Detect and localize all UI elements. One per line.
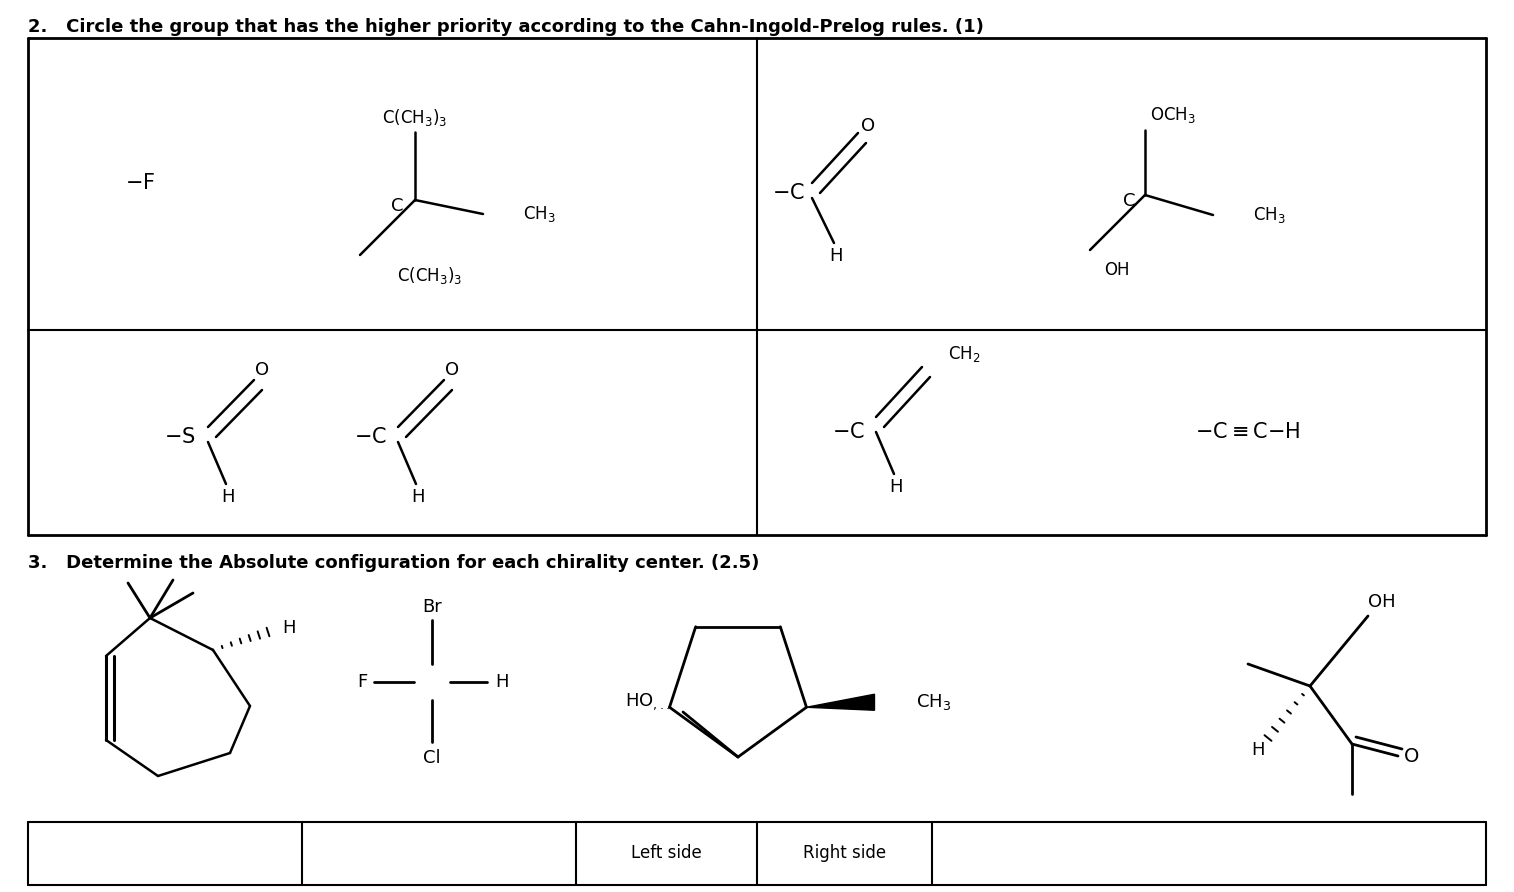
Text: $-$C: $-$C — [772, 183, 804, 203]
Text: O: O — [861, 117, 875, 135]
Text: Br: Br — [422, 598, 442, 616]
Polygon shape — [807, 694, 875, 710]
Text: CH$_3$: CH$_3$ — [1254, 205, 1285, 225]
Text: HO$_{,..}$: HO$_{,..}$ — [625, 691, 671, 713]
Text: H: H — [282, 619, 295, 637]
Text: C(CH$_3$)$_3$: C(CH$_3$)$_3$ — [383, 106, 448, 128]
Text: OH: OH — [1104, 261, 1129, 279]
Text: C: C — [1122, 192, 1136, 210]
Text: CH$_3$: CH$_3$ — [916, 692, 952, 712]
Text: Left side: Left side — [631, 845, 702, 863]
Text: H: H — [1251, 741, 1264, 759]
Text: O: O — [1405, 747, 1420, 765]
Text: O: O — [254, 361, 269, 379]
Text: $-$S: $-$S — [164, 427, 195, 447]
Text: $-$C: $-$C — [831, 422, 864, 442]
Text: C: C — [391, 197, 403, 215]
Text: O: O — [445, 361, 459, 379]
Text: OCH$_3$: OCH$_3$ — [1151, 105, 1196, 125]
Text: H: H — [830, 247, 843, 265]
Text: CH$_2$: CH$_2$ — [948, 344, 981, 364]
Text: H: H — [412, 488, 425, 506]
Text: $-$C$\equiv$C$-$H: $-$C$\equiv$C$-$H — [1196, 422, 1301, 442]
Text: OH: OH — [1369, 593, 1396, 611]
Text: C(CH$_3$)$_3$: C(CH$_3$)$_3$ — [397, 266, 462, 286]
Text: 2.   Circle the group that has the higher priority according to the Cahn-Ingold-: 2. Circle the group that has the higher … — [27, 18, 984, 36]
Text: Right side: Right side — [802, 845, 886, 863]
Text: H: H — [889, 478, 902, 496]
Text: Cl: Cl — [424, 749, 441, 767]
Text: H: H — [221, 488, 235, 506]
Text: $-$F: $-$F — [124, 173, 154, 193]
Text: $-$C: $-$C — [354, 427, 386, 447]
Text: CH$_3$: CH$_3$ — [522, 204, 556, 224]
Text: 3.   Determine the Absolute configuration for each chirality center. (2.5): 3. Determine the Absolute configuration … — [27, 554, 760, 572]
Text: F: F — [357, 673, 366, 691]
Text: H: H — [495, 673, 509, 691]
